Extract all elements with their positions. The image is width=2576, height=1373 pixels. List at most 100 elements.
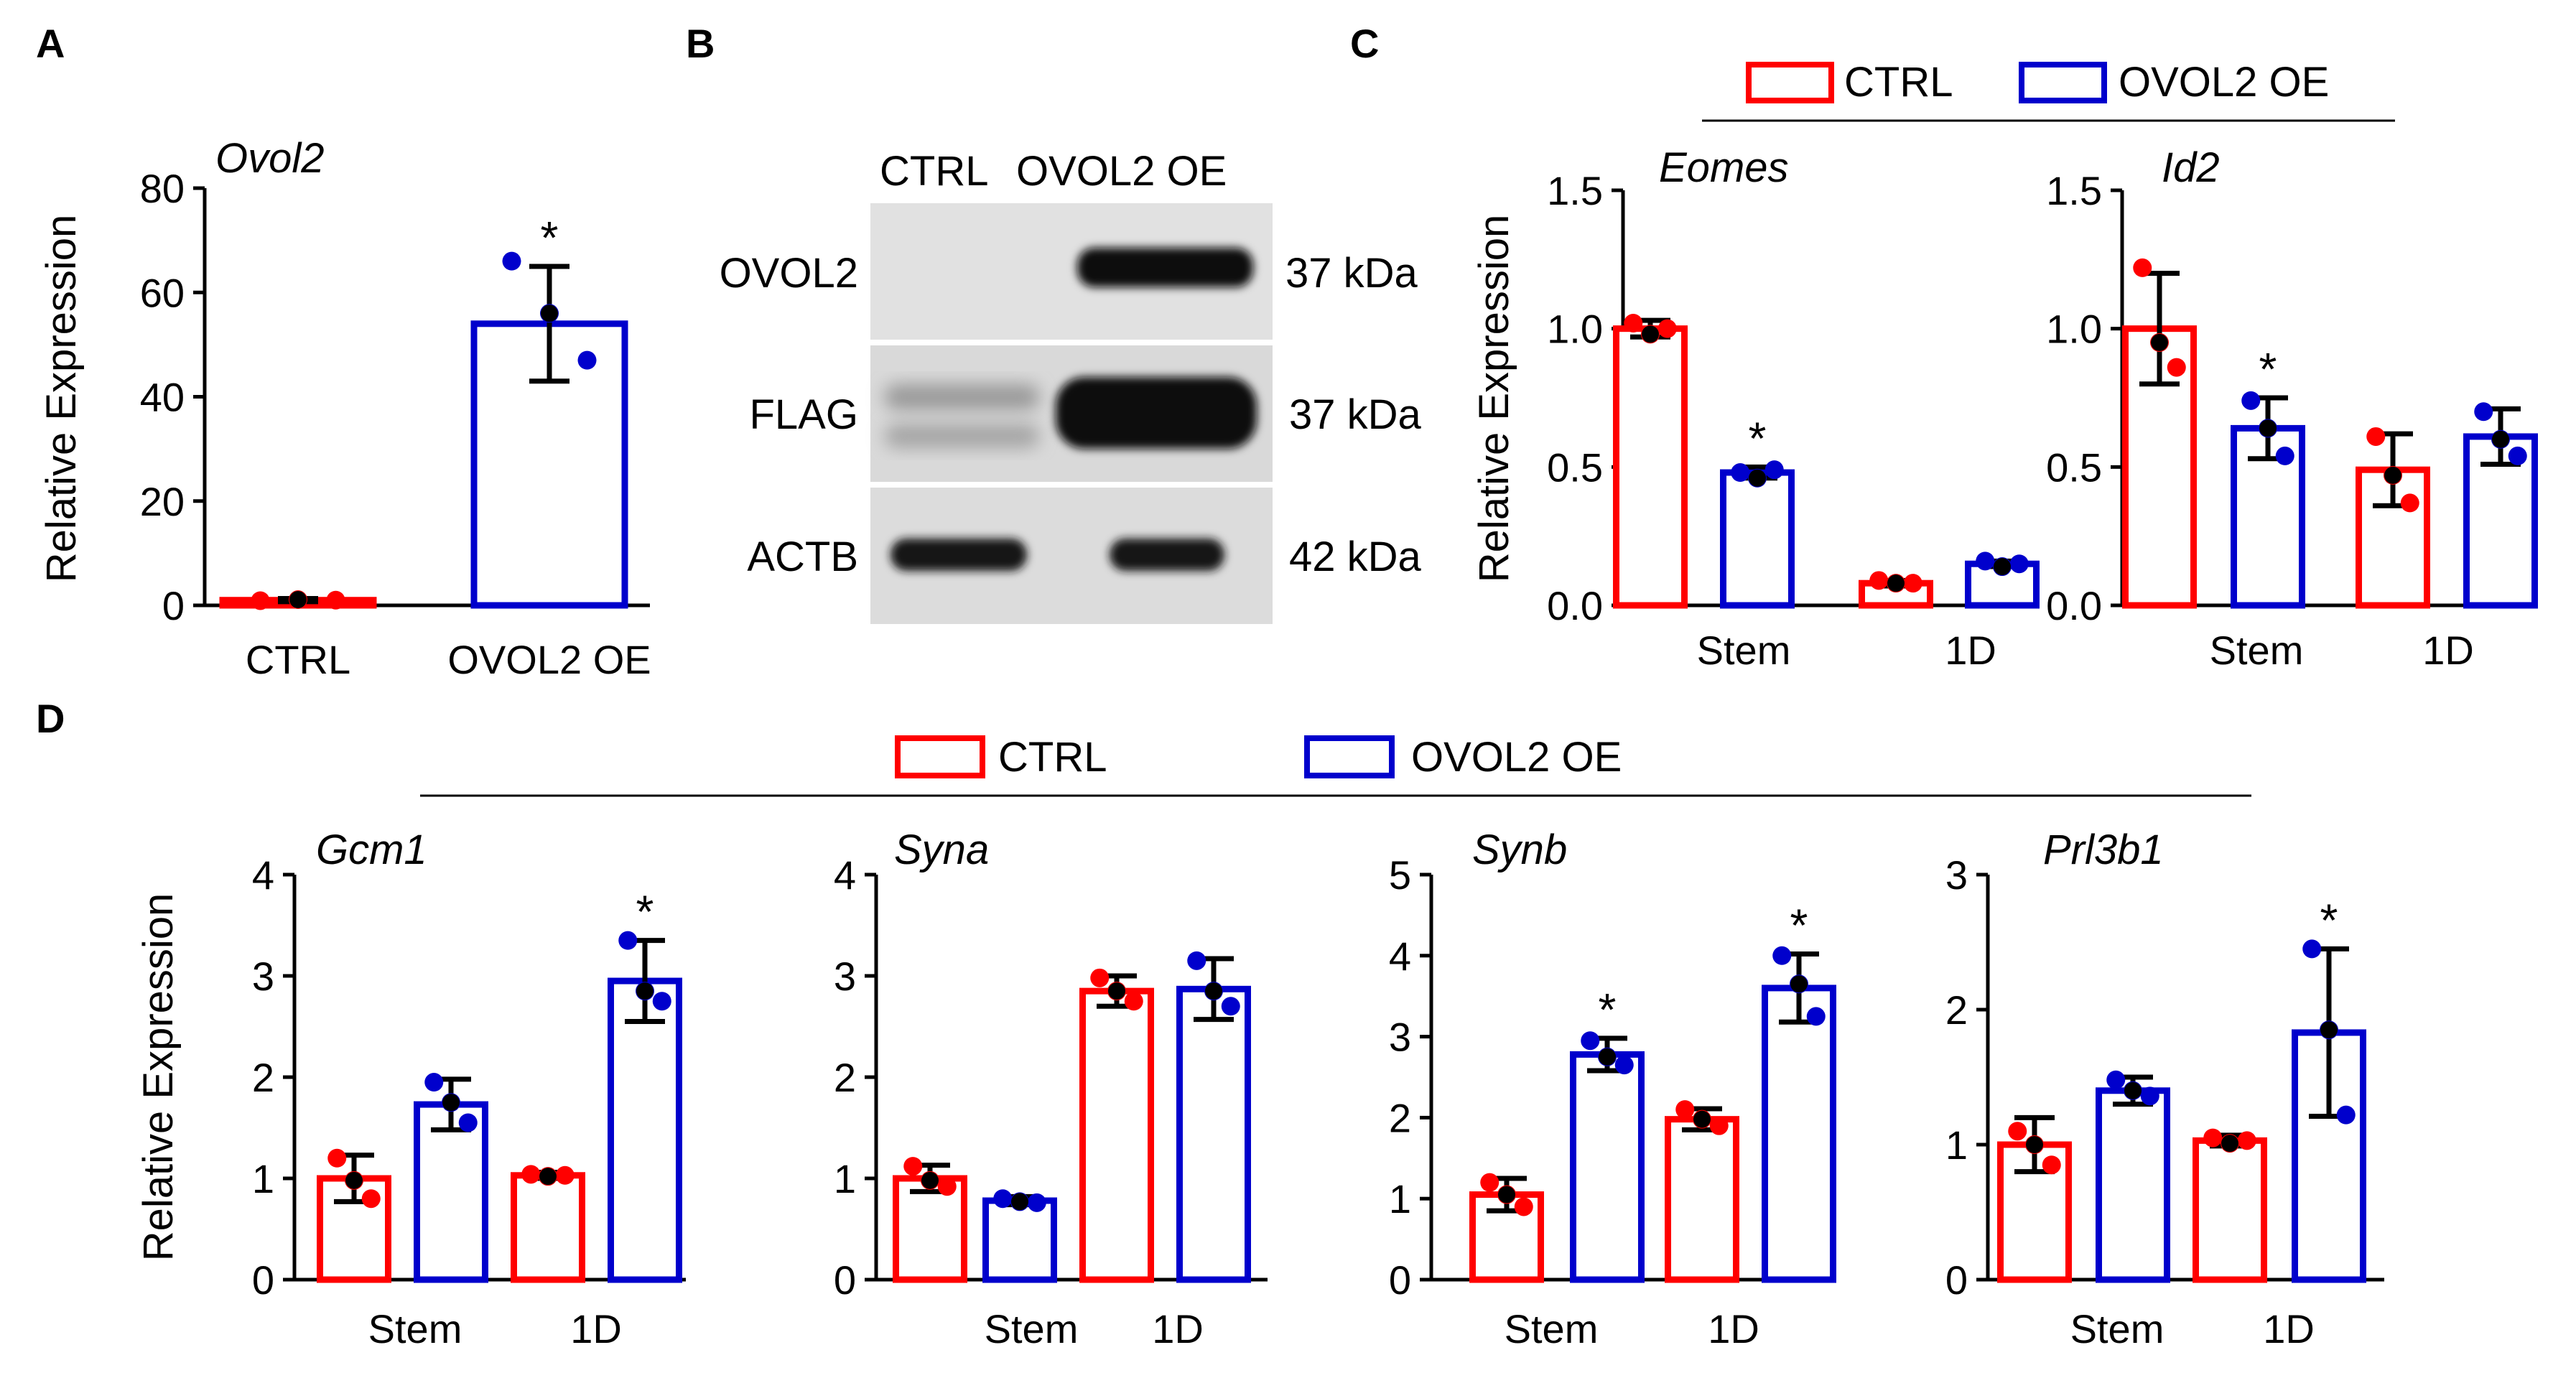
data-point-center-stem-ovol2-oe bbox=[1749, 469, 1766, 487]
data-point-1d-ctrl bbox=[1709, 1116, 1729, 1135]
y-tick-label: 4 bbox=[1389, 934, 1411, 979]
x-category-stem: Stem bbox=[2210, 628, 2304, 673]
data-point-1d-ovol2-oe bbox=[2336, 1105, 2356, 1125]
data-point-center-stem-ctrl bbox=[345, 1171, 363, 1189]
y-tick-label: 3 bbox=[252, 954, 274, 999]
data-point-1d-ctrl bbox=[2237, 1131, 2256, 1150]
y-tick-label: 0 bbox=[1389, 1257, 1411, 1303]
data-point-center-1d-ctrl bbox=[1108, 982, 1125, 1000]
blot-row-label-actb: ACTB bbox=[747, 534, 858, 580]
data-point-center-stem-ovol2-oe bbox=[1599, 1048, 1616, 1066]
y-tick-label: 3 bbox=[1389, 1015, 1411, 1060]
x-category-stem: Stem bbox=[1505, 1306, 1599, 1351]
data-point-1d-ctrl bbox=[1124, 992, 1143, 1011]
chart-title: Prl3b1 bbox=[2043, 827, 2164, 873]
data-point-center-stem-ctrl bbox=[2151, 333, 2168, 351]
data-point-center-stem-ovol2-oe bbox=[2124, 1081, 2142, 1099]
legend-d-oe-label: OVOL2 OE bbox=[1411, 734, 1622, 781]
chart-d-syna: Syna 0 1 2 3 4 Stem 1D bbox=[834, 827, 1268, 1351]
data-point-stem-ovol2-oe bbox=[1764, 460, 1784, 480]
data-point-stem-ctrl bbox=[2133, 258, 2152, 277]
significance-marker-1d-ovol2-oe: * bbox=[2320, 894, 2338, 946]
data-point-1d-ctrl bbox=[1869, 571, 1889, 590]
y-tick-label: 1 bbox=[252, 1156, 274, 1201]
y-axis-title: Relative Expression bbox=[135, 893, 182, 1262]
y-tick-label: 3 bbox=[1945, 852, 1968, 898]
data-point-center-ovol2-oe-ovol2-oe bbox=[541, 304, 558, 322]
data-point-center-stem-ovol2-oe bbox=[1011, 1193, 1028, 1211]
blot-row-label-flag: FLAG bbox=[750, 391, 859, 438]
data-point-stem-ovol2-oe bbox=[2275, 446, 2294, 465]
chart-c-id2: Id2 0.0 0.5 1.0 1.5 * Stem 1D bbox=[2046, 144, 2538, 673]
legend-c-ctrl-label: CTRL bbox=[1844, 59, 1953, 106]
y-tick-label: 0.5 bbox=[1547, 445, 1603, 490]
data-point-stem-ovol2-oe bbox=[1614, 1056, 1634, 1075]
data-point-center-stem-ctrl bbox=[921, 1171, 939, 1189]
chart-d-synb: Synb 0 1 2 3 4 5 * * Stem 1D bbox=[1389, 827, 1836, 1351]
x-category-ctrl: CTRL bbox=[246, 637, 350, 682]
y-tick-label: 0.0 bbox=[1547, 583, 1603, 628]
data-point-1d-ctrl bbox=[1090, 968, 1110, 987]
blot-band-actb-ctrl bbox=[891, 539, 1027, 571]
data-point-1d-ovol2-oe bbox=[2302, 939, 2322, 959]
blot-row-size-actb: 42 kDa bbox=[1289, 534, 1422, 580]
x-category-1d: 1D bbox=[1152, 1306, 1204, 1351]
panel-label-c: C bbox=[1350, 21, 1379, 66]
blot-band-flag-ctrl-upper bbox=[885, 384, 1039, 410]
y-axis-title: Relative Expression bbox=[1471, 215, 1517, 583]
blot-row-size-flag: 37 kDa bbox=[1289, 391, 1422, 438]
data-point-1d-ovol2-oe bbox=[2508, 446, 2527, 465]
chart-title: Id2 bbox=[2162, 144, 2220, 191]
data-point-ovol2-oe-ovol2-oe bbox=[577, 350, 597, 370]
legend-c-oe-label: OVOL2 OE bbox=[2119, 59, 2329, 106]
panel-label-a: A bbox=[36, 21, 65, 66]
data-point-stem-ctrl bbox=[361, 1189, 381, 1209]
data-point-stem-ctrl bbox=[903, 1157, 923, 1176]
data-point-center-1d-ctrl bbox=[1887, 574, 1905, 592]
y-tick-label: 1.5 bbox=[1547, 168, 1603, 213]
data-point-center-stem-ctrl bbox=[2026, 1136, 2043, 1153]
legend-d-ctrl-swatch bbox=[895, 735, 985, 778]
y-tick-label: 4 bbox=[834, 852, 856, 898]
data-point-center-1d-ovol2-oe bbox=[1205, 982, 1222, 1000]
data-point-1d-ovol2-oe bbox=[652, 992, 671, 1011]
blot-header-oe: OVOL2 OE bbox=[1016, 148, 1227, 195]
y-tick-label: 3 bbox=[834, 954, 856, 999]
x-category-stem: Stem bbox=[1697, 628, 1791, 673]
legend-c: CTRL OVOL2 OE bbox=[1702, 59, 2395, 122]
data-point-1d-ovol2-oe bbox=[1976, 551, 1995, 571]
blot-row-size-ovol2: 37 kDa bbox=[1285, 250, 1418, 297]
panel-label-b: B bbox=[686, 21, 715, 66]
chart-d-gcm1: Gcm1 Relative Expression 0 1 2 3 4 * Stem 1D bbox=[135, 827, 686, 1351]
legend-d-oe-swatch bbox=[1304, 735, 1395, 778]
data-point-stem-ovol2-oe bbox=[1581, 1031, 1600, 1051]
western-blot: CTRL OVOL2 OE OVOL2 FLAG ACTB 37 kDa 37 … bbox=[720, 148, 1422, 624]
x-category-1d: 1D bbox=[1708, 1306, 1759, 1351]
data-point-ctrl-ctrl bbox=[251, 591, 270, 610]
chart-c-eomes: Eomes Relative Expression 0.0 0.5 1.0 1.5 * Ste… bbox=[1471, 144, 2040, 673]
data-point-ctrl-ctrl bbox=[326, 590, 345, 610]
significance-marker-stem-ovol2-oe: * bbox=[1599, 984, 1617, 1035]
bar-stem-ctrl bbox=[1613, 325, 1688, 609]
data-point-center-stem-ovol2-oe bbox=[2259, 419, 2277, 437]
data-point-center-1d-ovol2-oe bbox=[1790, 975, 1808, 993]
x-category-1d: 1D bbox=[2263, 1306, 2315, 1351]
significance-marker-1d-ovol2-oe: * bbox=[1790, 900, 1808, 951]
data-point-stem-ctrl bbox=[1480, 1173, 1499, 1192]
x-category-1d: 1D bbox=[570, 1306, 622, 1351]
bar-1d-ovol2-oe bbox=[1762, 985, 1836, 1283]
y-tick-label: 40 bbox=[140, 375, 185, 420]
data-point-1d-ovol2-oe bbox=[1772, 946, 1792, 965]
x-category-stem: Stem bbox=[2070, 1306, 2165, 1351]
data-point-stem-ctrl bbox=[1657, 319, 1677, 338]
data-point-stem-ctrl bbox=[2008, 1122, 2027, 1141]
blot-band-actb-oe bbox=[1110, 539, 1224, 571]
y-tick-label: 20 bbox=[140, 479, 185, 524]
bar-1d-ovol2-oe bbox=[608, 977, 682, 1283]
bar-stem-ovol2-oe bbox=[982, 1197, 1057, 1283]
data-point-stem-ovol2-oe bbox=[2140, 1086, 2159, 1106]
data-point-stem-ctrl bbox=[2042, 1155, 2061, 1175]
x-category-ovol2-oe: OVOL2 OE bbox=[447, 637, 651, 682]
x-category-stem: Stem bbox=[368, 1306, 462, 1351]
